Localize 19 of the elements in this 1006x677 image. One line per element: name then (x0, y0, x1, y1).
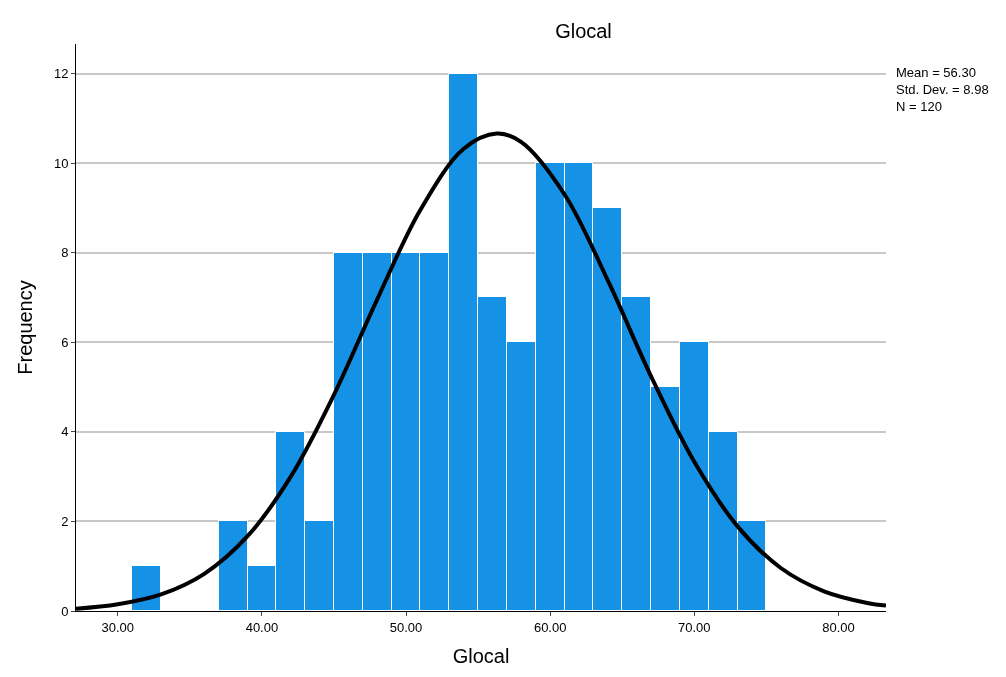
chart-title: Glocal (555, 19, 612, 42)
y-axis-title: Frequency (14, 280, 37, 375)
x-tick-label: 60.00 (533, 619, 567, 635)
y-tick-label: 10 (53, 155, 69, 171)
text: Std. Dev. = 8.98 (896, 82, 989, 97)
x-tick-label: 70.00 (678, 619, 711, 635)
y-tick-label: 8 (61, 245, 69, 261)
y-tick-label: 4 (61, 424, 69, 440)
text: Mean = 56.30 (896, 65, 976, 80)
x-axis-title: Glocal (452, 645, 510, 668)
y-tick-label: 0 (61, 603, 69, 619)
text: N = 120 (896, 99, 942, 114)
x-tick-label: 80.00 (822, 619, 855, 635)
x-tick-label: 50.00 (389, 619, 423, 635)
y-tick-label: 6 (61, 334, 69, 350)
y-tick-label: 12 (53, 66, 69, 82)
y-tick-label: 2 (61, 513, 69, 529)
x-tick-label: 40.00 (245, 619, 279, 635)
x-tick-label: 30.00 (101, 619, 135, 635)
